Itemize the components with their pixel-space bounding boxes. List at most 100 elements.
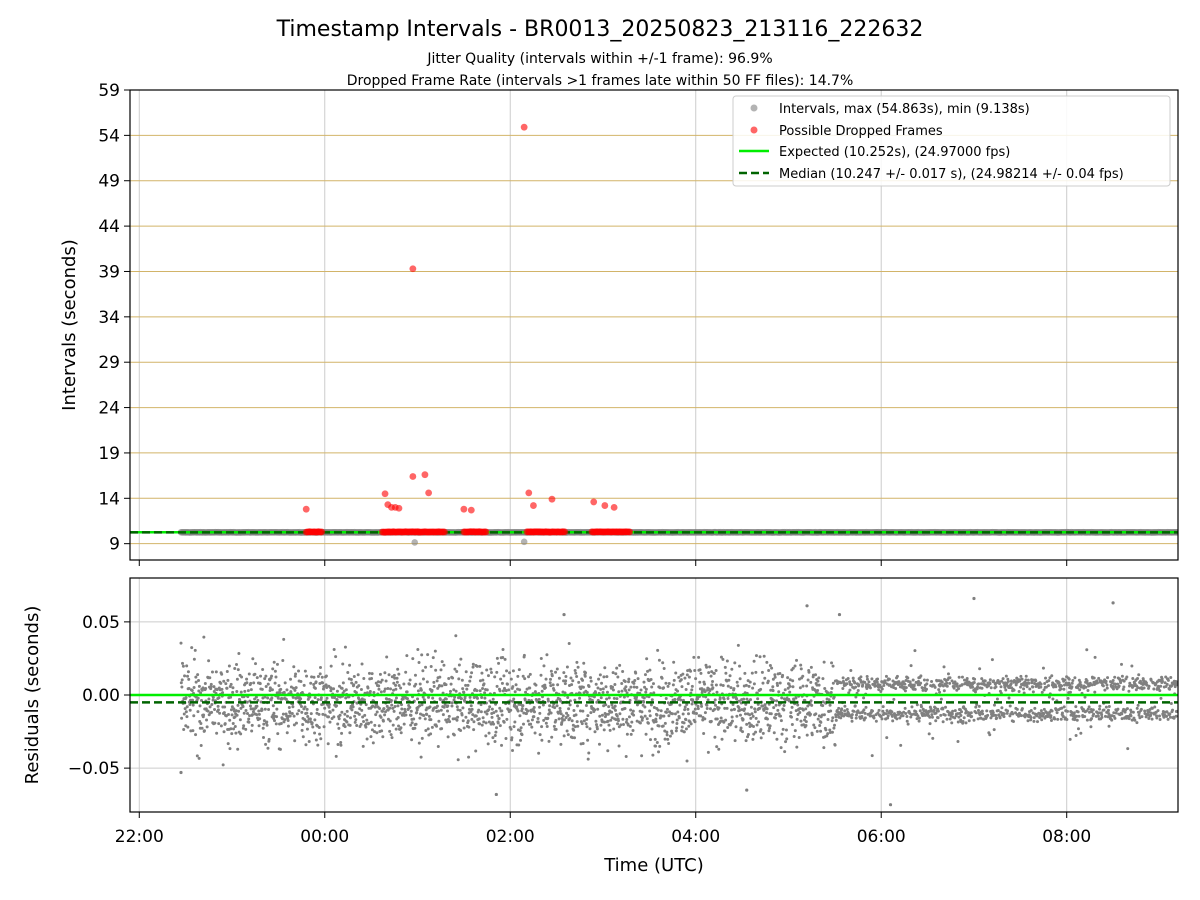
residual-point (182, 712, 186, 716)
residual-point (554, 718, 558, 722)
residual-point (424, 665, 428, 669)
residual-point (821, 700, 825, 704)
residual-point (978, 667, 982, 671)
residual-point (1122, 685, 1126, 689)
residual-point (674, 671, 678, 675)
residual-point (640, 718, 644, 722)
residual-point (745, 697, 749, 701)
residual-point (236, 747, 240, 751)
residual-point (324, 683, 328, 687)
residual-point (179, 641, 183, 645)
residual-point (1039, 685, 1043, 689)
residual-point (929, 707, 933, 711)
dropped-frame-point (626, 528, 634, 536)
residual-point (280, 697, 284, 701)
residual-point (671, 720, 675, 724)
residual-point (523, 677, 527, 681)
residual-point (486, 674, 490, 678)
residual-point (239, 690, 243, 694)
residual-point (670, 731, 674, 735)
residual-point (244, 727, 248, 731)
residual-point (1168, 712, 1172, 716)
residual-point (588, 727, 592, 731)
residual-point (385, 697, 389, 701)
residual-point (542, 664, 546, 668)
residual-point (262, 722, 266, 726)
residual-point (500, 681, 504, 685)
residual-point (418, 682, 422, 686)
residual-point (235, 663, 239, 667)
residual-point (516, 674, 520, 678)
residual-point (200, 726, 204, 730)
residual-point (690, 702, 694, 706)
residual-point (646, 721, 650, 725)
residual-point (751, 686, 755, 690)
residual-point (1158, 689, 1162, 693)
residual-point (945, 681, 949, 685)
residual-point (537, 751, 541, 755)
residual-point (211, 695, 215, 699)
residual-point (914, 710, 918, 714)
residual-point (375, 731, 379, 735)
residual-point (362, 698, 366, 702)
residual-point (713, 707, 717, 711)
residual-point (554, 727, 558, 731)
residual-point (1033, 706, 1037, 710)
residual-point (394, 696, 398, 700)
residual-point (213, 721, 217, 725)
residual-point (453, 667, 457, 671)
residual-point (801, 674, 805, 678)
residual-point (480, 723, 484, 727)
residual-point (877, 688, 881, 692)
residual-point (785, 737, 789, 741)
residual-point (631, 709, 635, 713)
residual-point (338, 713, 342, 717)
residual-point (226, 712, 230, 716)
residual-point (356, 673, 360, 677)
residual-point (633, 678, 637, 682)
residual-point (885, 736, 889, 740)
residual-point (321, 681, 325, 685)
residual-point (335, 698, 339, 702)
residual-point (714, 703, 718, 707)
residual-point (769, 712, 773, 716)
residual-point (370, 728, 374, 732)
residual-point (730, 715, 734, 719)
residual-point (816, 679, 820, 683)
residual-point (744, 683, 748, 687)
residual-point (973, 677, 977, 681)
residual-point (557, 676, 561, 680)
residual-point (749, 705, 753, 709)
residual-point (420, 703, 424, 707)
residual-point (667, 742, 671, 746)
residual-point (474, 714, 478, 718)
residual-point (960, 683, 964, 687)
dropped-frame-point (610, 503, 618, 511)
residual-point (190, 688, 194, 692)
residual-point (611, 671, 615, 675)
residual-point (574, 713, 578, 717)
residual-point (345, 720, 349, 724)
residual-point (472, 720, 476, 724)
residual-point (496, 721, 500, 725)
residual-point (625, 691, 629, 695)
residual-point (391, 706, 395, 710)
residual-point (563, 691, 567, 695)
residual-point (484, 721, 488, 725)
residual-point (891, 719, 895, 723)
residual-point (544, 721, 548, 725)
residual-point (204, 686, 208, 690)
residual-point (263, 677, 267, 681)
residual-point (1136, 686, 1140, 690)
residual-point (953, 716, 957, 720)
residual-point (972, 680, 976, 684)
residual-point (901, 714, 905, 718)
residual-point (565, 711, 569, 715)
residual-point (421, 669, 425, 673)
residual-point (430, 688, 434, 692)
residual-point (684, 718, 688, 722)
residual-point (1174, 714, 1178, 718)
residual-point (559, 742, 563, 746)
residual-point (742, 697, 746, 701)
residual-point (429, 718, 433, 722)
